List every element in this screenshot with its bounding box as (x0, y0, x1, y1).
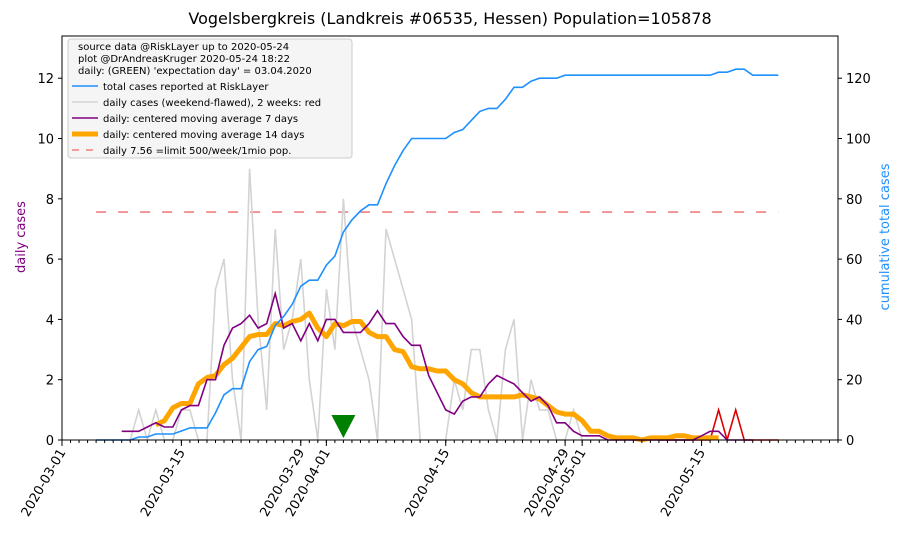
x-tick-label: 2020-03-15 (138, 447, 189, 520)
y-axis-label-left: daily cases (14, 201, 29, 273)
legend-header-line: plot @DrAndreasKruger 2020-05-24 18:22 (78, 54, 290, 65)
legend-header-line: daily: (GREEN) 'expectation day' = 03.04… (78, 66, 312, 77)
series-ma14 (154, 310, 719, 443)
x-tick-label: 2020-05-15 (658, 447, 709, 520)
x-tick-label: 2020-03-01 (19, 447, 70, 520)
y-left-tick-label: 0 (46, 434, 54, 449)
legend-entry-label: daily: centered moving average 7 days (103, 114, 298, 125)
expectation-day-marker (331, 415, 356, 438)
legend-entry-label: total cases reported at RiskLayer (103, 82, 269, 93)
y-left-tick-label: 6 (46, 253, 54, 268)
legend-header-line: source data @RiskLayer up to 2020-05-24 (78, 42, 289, 53)
y-right-tick-label: 20 (846, 374, 863, 389)
y-right-tick-label: 80 (846, 193, 863, 208)
series-ma7 (121, 290, 753, 441)
legend-entry-label: daily 7.56 =limit 500/week/1mio pop. (103, 146, 291, 157)
legend-entry-label: daily cases (weekend-flawed), 2 weeks: r… (103, 98, 321, 109)
chart-title: Vogelsbergkreis (Landkreis #06535, Hesse… (188, 9, 711, 28)
y-left-tick-label: 4 (46, 313, 54, 328)
legend-box (67, 38, 353, 159)
y-axis-label-right: cumulative total cases (878, 163, 893, 310)
y-left-tick-label: 2 (46, 374, 54, 389)
axes-frame (61, 35, 839, 441)
y-left-tick-label: 8 (46, 193, 54, 208)
x-tick-label: 2020-04-15 (402, 447, 453, 520)
legend: source data @RiskLayer up to 2020-05-24p… (67, 38, 353, 159)
y-right-tick-label: 0 (846, 434, 854, 449)
series-total-cases (96, 68, 779, 441)
y-right-tick-label: 120 (846, 72, 871, 87)
y-right-tick-label: 40 (846, 313, 863, 328)
y-right-tick-label: 60 (846, 253, 863, 268)
y-left-tick-label: 10 (37, 133, 54, 148)
legend-entry-label: daily: centered moving average 14 days (103, 130, 304, 141)
series-daily-cases (96, 168, 659, 443)
y-right-tick-label: 100 (846, 133, 871, 148)
y-left-tick-label: 12 (37, 72, 54, 87)
